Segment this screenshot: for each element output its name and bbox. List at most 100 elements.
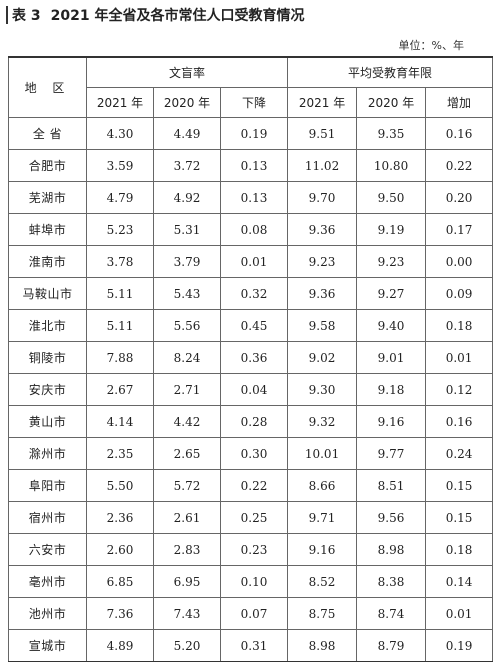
subheader-cell: 2021 年 — [287, 87, 358, 118]
value-cell: 0.22 — [219, 469, 289, 502]
value-cell: 0.32 — [219, 277, 289, 310]
value-cell: 0.08 — [219, 213, 289, 246]
table-row: 六安市 2.60 2.83 0.23 9.16 8.98 0.18 — [8, 533, 494, 566]
value-cell: 0.12 — [425, 373, 494, 406]
region-cell: 淮北市 — [8, 309, 87, 342]
value-cell: 0.20 — [425, 181, 494, 214]
value-cell: 9.30 — [287, 373, 358, 406]
value-cell: 8.66 — [287, 469, 358, 502]
region-cell: 淮南市 — [8, 245, 87, 278]
region-cell: 六安市 — [8, 533, 87, 566]
value-cell: 0.25 — [219, 501, 289, 534]
value-cell: 9.71 — [287, 501, 358, 534]
value-cell: 5.11 — [86, 309, 154, 342]
value-cell: 0.22 — [425, 149, 494, 182]
value-cell: 4.49 — [153, 117, 221, 150]
value-cell: 5.11 — [86, 277, 154, 310]
value-cell: 9.36 — [287, 213, 358, 246]
value-cell: 2.36 — [86, 501, 154, 534]
caption-bar — [6, 6, 8, 24]
table-row: 宿州市 2.36 2.61 0.25 9.71 9.56 0.15 — [8, 501, 494, 534]
value-cell: 0.04 — [219, 373, 289, 406]
region-cell: 马鞍山市 — [8, 277, 87, 310]
value-cell: 8.75 — [287, 597, 358, 630]
value-cell: 6.95 — [153, 565, 221, 598]
header-row-2: 2021 年 2020 年 下降 2021 年 2020 年 增加 — [9, 87, 494, 118]
value-cell: 5.43 — [153, 277, 221, 310]
value-cell: 4.89 — [86, 629, 154, 662]
table-number: 表 3 — [12, 8, 41, 24]
subheader-cell: 2020 年 — [153, 87, 221, 118]
unit-note: 单位：%、年 — [398, 39, 464, 52]
value-cell: 7.88 — [86, 341, 154, 374]
value-cell: 4.14 — [86, 405, 154, 438]
value-cell: 9.35 — [356, 117, 427, 150]
table-body: 全 省 4.30 4.49 0.19 9.51 9.35 0.16 合肥市 3.59 3.72 0.… — [8, 117, 494, 662]
value-cell: 9.77 — [356, 437, 427, 470]
value-cell: 2.35 — [86, 437, 154, 470]
value-cell: 0.16 — [425, 117, 494, 150]
table-row: 马鞍山市 5.11 5.43 0.32 9.36 9.27 0.09 — [8, 277, 494, 310]
value-cell: 9.18 — [356, 373, 427, 406]
value-cell: 8.74 — [356, 597, 427, 630]
table-row: 全 省 4.30 4.49 0.19 9.51 9.35 0.16 — [8, 117, 494, 150]
region-cell: 阜阳市 — [8, 469, 87, 502]
value-cell: 8.98 — [356, 533, 427, 566]
region-cell: 合肥市 — [8, 149, 87, 182]
table-row: 蚌埠市 5.23 5.31 0.08 9.36 9.19 0.17 — [8, 213, 494, 246]
value-cell: 0.10 — [219, 565, 289, 598]
value-cell: 9.02 — [287, 341, 358, 374]
value-cell: 4.42 — [153, 405, 221, 438]
value-cell: 0.16 — [425, 405, 494, 438]
table-row: 淮南市 3.78 3.79 0.01 9.23 9.23 0.00 — [8, 245, 494, 278]
value-cell: 2.61 — [153, 501, 221, 534]
value-cell: 7.43 — [153, 597, 221, 630]
value-cell: 2.67 — [86, 373, 154, 406]
subheader-cell: 2020 年 — [356, 87, 427, 118]
value-cell: 0.01 — [425, 341, 494, 374]
value-cell: 10.80 — [356, 149, 427, 182]
value-cell: 5.31 — [153, 213, 221, 246]
value-cell: 2.71 — [153, 373, 221, 406]
value-cell: 8.79 — [356, 629, 427, 662]
value-cell: 0.30 — [219, 437, 289, 470]
table-row: 淮北市 5.11 5.56 0.45 9.58 9.40 0.18 — [8, 309, 494, 342]
value-cell: 5.20 — [153, 629, 221, 662]
value-cell: 9.70 — [287, 181, 358, 214]
table-row: 阜阳市 5.50 5.72 0.22 8.66 8.51 0.15 — [8, 469, 494, 502]
table-row: 黄山市 4.14 4.42 0.28 9.32 9.16 0.16 — [8, 405, 494, 438]
value-cell: 5.72 — [153, 469, 221, 502]
value-cell: 2.60 — [86, 533, 154, 566]
value-cell: 6.85 — [86, 565, 154, 598]
table-row: 宣城市 4.89 5.20 0.31 8.98 8.79 0.19 — [8, 629, 494, 662]
value-cell: 9.58 — [287, 309, 358, 342]
value-cell: 4.92 — [153, 181, 221, 214]
value-cell: 9.16 — [356, 405, 427, 438]
value-cell: 3.72 — [153, 149, 221, 182]
value-cell: 0.14 — [425, 565, 494, 598]
region-cell: 全 省 — [8, 117, 87, 150]
value-cell: 0.01 — [425, 597, 494, 630]
value-cell: 9.40 — [356, 309, 427, 342]
illiteracy-header: 文盲率 — [85, 56, 289, 88]
value-cell: 0.13 — [219, 149, 289, 182]
value-cell: 9.16 — [287, 533, 358, 566]
education-table: 地 区 文盲率 平均受教育年限 2021 年 2020 年 下降 2021 年 … — [8, 56, 494, 662]
value-cell: 9.50 — [356, 181, 427, 214]
value-cell: 8.52 — [287, 565, 358, 598]
value-cell: 9.01 — [356, 341, 427, 374]
table-row: 滁州市 2.35 2.65 0.30 10.01 9.77 0.24 — [8, 437, 494, 470]
value-cell: 0.18 — [425, 309, 494, 342]
value-cell: 0.18 — [425, 533, 494, 566]
value-cell: 0.19 — [425, 629, 494, 662]
value-cell: 0.01 — [219, 245, 289, 278]
value-cell: 3.78 — [86, 245, 154, 278]
region-cell: 铜陵市 — [8, 341, 87, 374]
region-cell: 宿州市 — [8, 501, 87, 534]
value-cell: 8.38 — [356, 565, 427, 598]
region-cell: 池州市 — [8, 597, 87, 630]
region-cell: 安庆市 — [8, 373, 87, 406]
table-row: 合肥市 3.59 3.72 0.13 11.02 10.80 0.22 — [8, 149, 494, 182]
value-cell: 9.51 — [287, 117, 358, 150]
value-cell: 8.51 — [356, 469, 427, 502]
